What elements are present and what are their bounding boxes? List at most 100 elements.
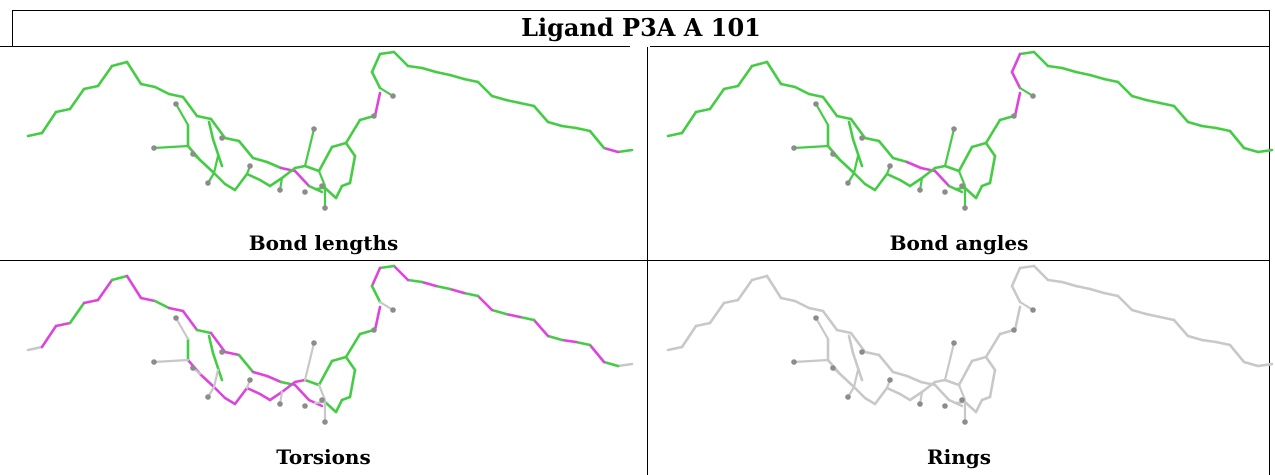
bond xyxy=(233,172,249,192)
bond xyxy=(873,172,889,192)
bond xyxy=(852,171,867,186)
bond xyxy=(546,120,564,128)
bond xyxy=(504,312,522,319)
bond xyxy=(518,315,536,322)
bond xyxy=(370,52,382,74)
bond xyxy=(153,85,171,96)
atom xyxy=(205,394,211,400)
bond xyxy=(933,169,951,188)
bond xyxy=(933,164,947,170)
bond-stub xyxy=(152,358,190,364)
bond xyxy=(96,278,114,302)
atom xyxy=(830,151,836,157)
bond xyxy=(434,70,452,77)
bond xyxy=(370,284,382,304)
bond xyxy=(373,91,382,118)
bond xyxy=(258,178,272,188)
bond-stub xyxy=(317,383,327,402)
bond xyxy=(392,50,410,68)
bond xyxy=(125,60,143,86)
bond xyxy=(1256,362,1274,368)
bond xyxy=(885,172,902,182)
bond xyxy=(984,118,1002,145)
bond xyxy=(680,324,698,349)
bond-stub xyxy=(792,358,830,364)
bond xyxy=(211,351,224,382)
bond xyxy=(984,355,997,372)
bond xyxy=(1010,266,1022,288)
bond xyxy=(268,176,284,188)
bond xyxy=(863,350,881,357)
bond xyxy=(233,386,249,406)
atom xyxy=(951,340,957,346)
bond xyxy=(211,137,224,168)
bond xyxy=(293,378,307,384)
bond xyxy=(1200,338,1218,344)
bond xyxy=(340,181,352,188)
bond xyxy=(807,306,825,313)
bond xyxy=(167,92,185,99)
bond xyxy=(1032,264,1050,282)
bond xyxy=(96,64,114,88)
bond-stub xyxy=(152,144,190,150)
bond xyxy=(779,296,797,303)
caption-rings: Rings xyxy=(926,445,991,469)
bond xyxy=(207,120,215,141)
bond xyxy=(40,110,58,135)
bond xyxy=(1228,129,1246,150)
bond xyxy=(40,324,58,349)
bond-stub xyxy=(957,169,967,188)
bond xyxy=(1032,50,1050,68)
atom xyxy=(190,365,196,371)
bond xyxy=(750,60,769,68)
bond xyxy=(722,84,740,91)
bond xyxy=(251,156,269,164)
bond xyxy=(1102,291,1120,298)
bond xyxy=(334,184,344,200)
bond xyxy=(237,353,255,374)
bond xyxy=(207,334,215,355)
bond xyxy=(209,117,227,140)
bond xyxy=(223,136,241,143)
atom xyxy=(219,349,225,355)
bond xyxy=(970,355,988,363)
bond xyxy=(420,280,438,288)
header-separator-left xyxy=(0,46,630,47)
bond xyxy=(838,372,856,389)
bond xyxy=(237,139,255,160)
bond xyxy=(330,141,348,149)
bond xyxy=(1010,52,1022,74)
bond xyxy=(223,396,237,406)
bond xyxy=(546,334,564,342)
atom xyxy=(962,419,968,425)
bond xyxy=(807,92,825,99)
atom xyxy=(959,397,965,403)
bond xyxy=(348,368,357,399)
molecule-rings xyxy=(666,264,1274,425)
bond xyxy=(835,328,853,335)
bond xyxy=(1158,101,1176,108)
atom xyxy=(1030,307,1036,313)
bond-stub xyxy=(212,154,220,175)
bond xyxy=(1158,315,1176,322)
molecule-bond-angles xyxy=(666,50,1274,211)
caption-bond-angles: Bond angles xyxy=(889,231,1029,255)
bond xyxy=(574,126,592,133)
bond xyxy=(616,362,634,368)
atom xyxy=(962,205,968,211)
bond xyxy=(984,141,997,158)
atom xyxy=(173,101,179,107)
bond xyxy=(988,154,997,185)
bond xyxy=(891,156,909,164)
bond xyxy=(518,101,536,108)
bond-stub xyxy=(852,154,860,175)
bond xyxy=(1060,66,1078,74)
bond xyxy=(920,380,937,394)
bond xyxy=(323,400,338,414)
bond xyxy=(1130,94,1148,102)
bond xyxy=(532,104,550,124)
bond xyxy=(765,60,783,86)
bond xyxy=(1074,70,1092,77)
bond xyxy=(974,398,984,414)
bond xyxy=(212,171,227,186)
